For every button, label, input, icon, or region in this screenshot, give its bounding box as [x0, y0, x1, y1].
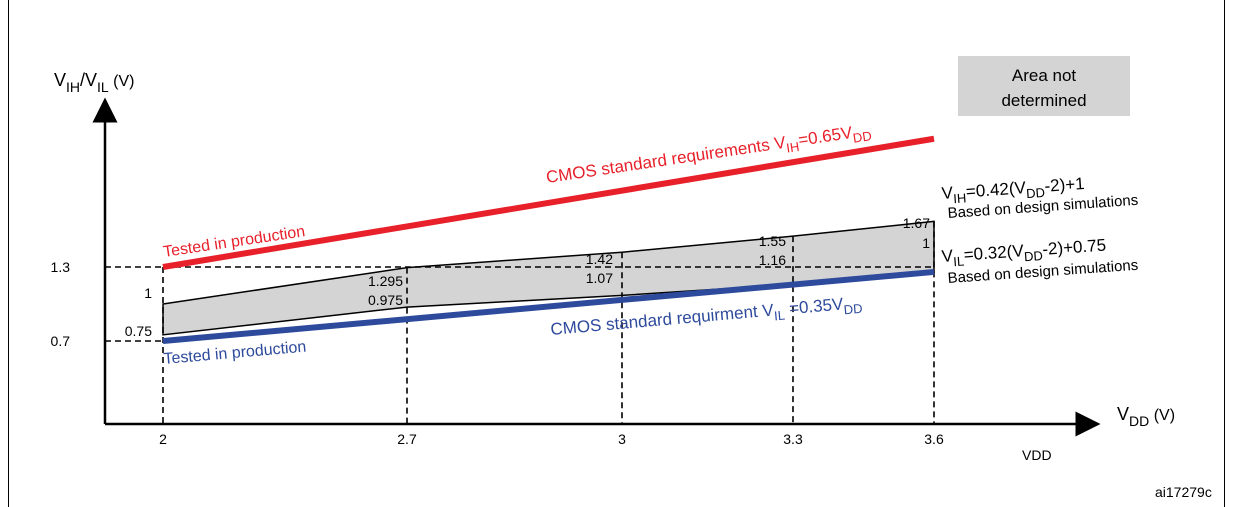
y-axis-label: VIH/VIL (V) — [54, 70, 135, 95]
vih-data-label: 1 — [144, 285, 152, 301]
x-tick-labels: 2 2.7 3 3.3 3.6 — [159, 431, 944, 447]
y-tick-label: 0.7 — [51, 333, 71, 349]
vil-formula: VIL=0.32(VDD-2)+0.75 — [941, 236, 1107, 270]
x-tick-label: 3.3 — [783, 431, 803, 447]
x-tick-label: 2.7 — [397, 431, 417, 447]
legend-line-2: determined — [1001, 91, 1086, 110]
vih-data-label: 1.55 — [759, 233, 786, 249]
y-tick-labels: 1.3 0.7 — [51, 259, 71, 349]
x-axis-label: VDD (V) — [1117, 404, 1175, 429]
tested-in-production-bottom: Tested in production — [163, 339, 307, 368]
vih-formula: VIH=0.42(VDD-2)+1 — [941, 174, 1086, 207]
vil-cmos-requirement-line — [162, 268, 935, 344]
dashed-guides — [105, 221, 935, 424]
x-tick-label: 3 — [618, 431, 626, 447]
figure-id: ai17279c — [1155, 484, 1212, 500]
x-tick-label: 3.6 — [924, 431, 944, 447]
vil-data-label: 0.75 — [125, 323, 152, 339]
legend-line-1: Area not — [1012, 66, 1077, 85]
vil-data-label: 1.16 — [759, 252, 786, 268]
vih-data-label: 1.42 — [586, 251, 613, 267]
area-not-determined-legend-box — [958, 56, 1130, 116]
y-tick-label: 1.3 — [51, 259, 71, 275]
vih-data-label: 1.295 — [368, 273, 403, 289]
figure-frame — [8, 0, 1225, 507]
vil-data-label: 1.07 — [586, 270, 613, 286]
vil-data-label: 0.975 — [368, 292, 403, 308]
x-axis-note: VDD — [1022, 447, 1052, 463]
vil-data-label: 1 — [922, 235, 930, 251]
data-labels: 1 1.295 1.42 1.55 1.67 0.75 0.975 1.07 1.16 1 — [125, 215, 930, 339]
vih-cmos-requirement-line — [162, 135, 935, 270]
x-tick-label: 2 — [159, 431, 167, 447]
vih-data-label: 1.67 — [903, 215, 930, 231]
